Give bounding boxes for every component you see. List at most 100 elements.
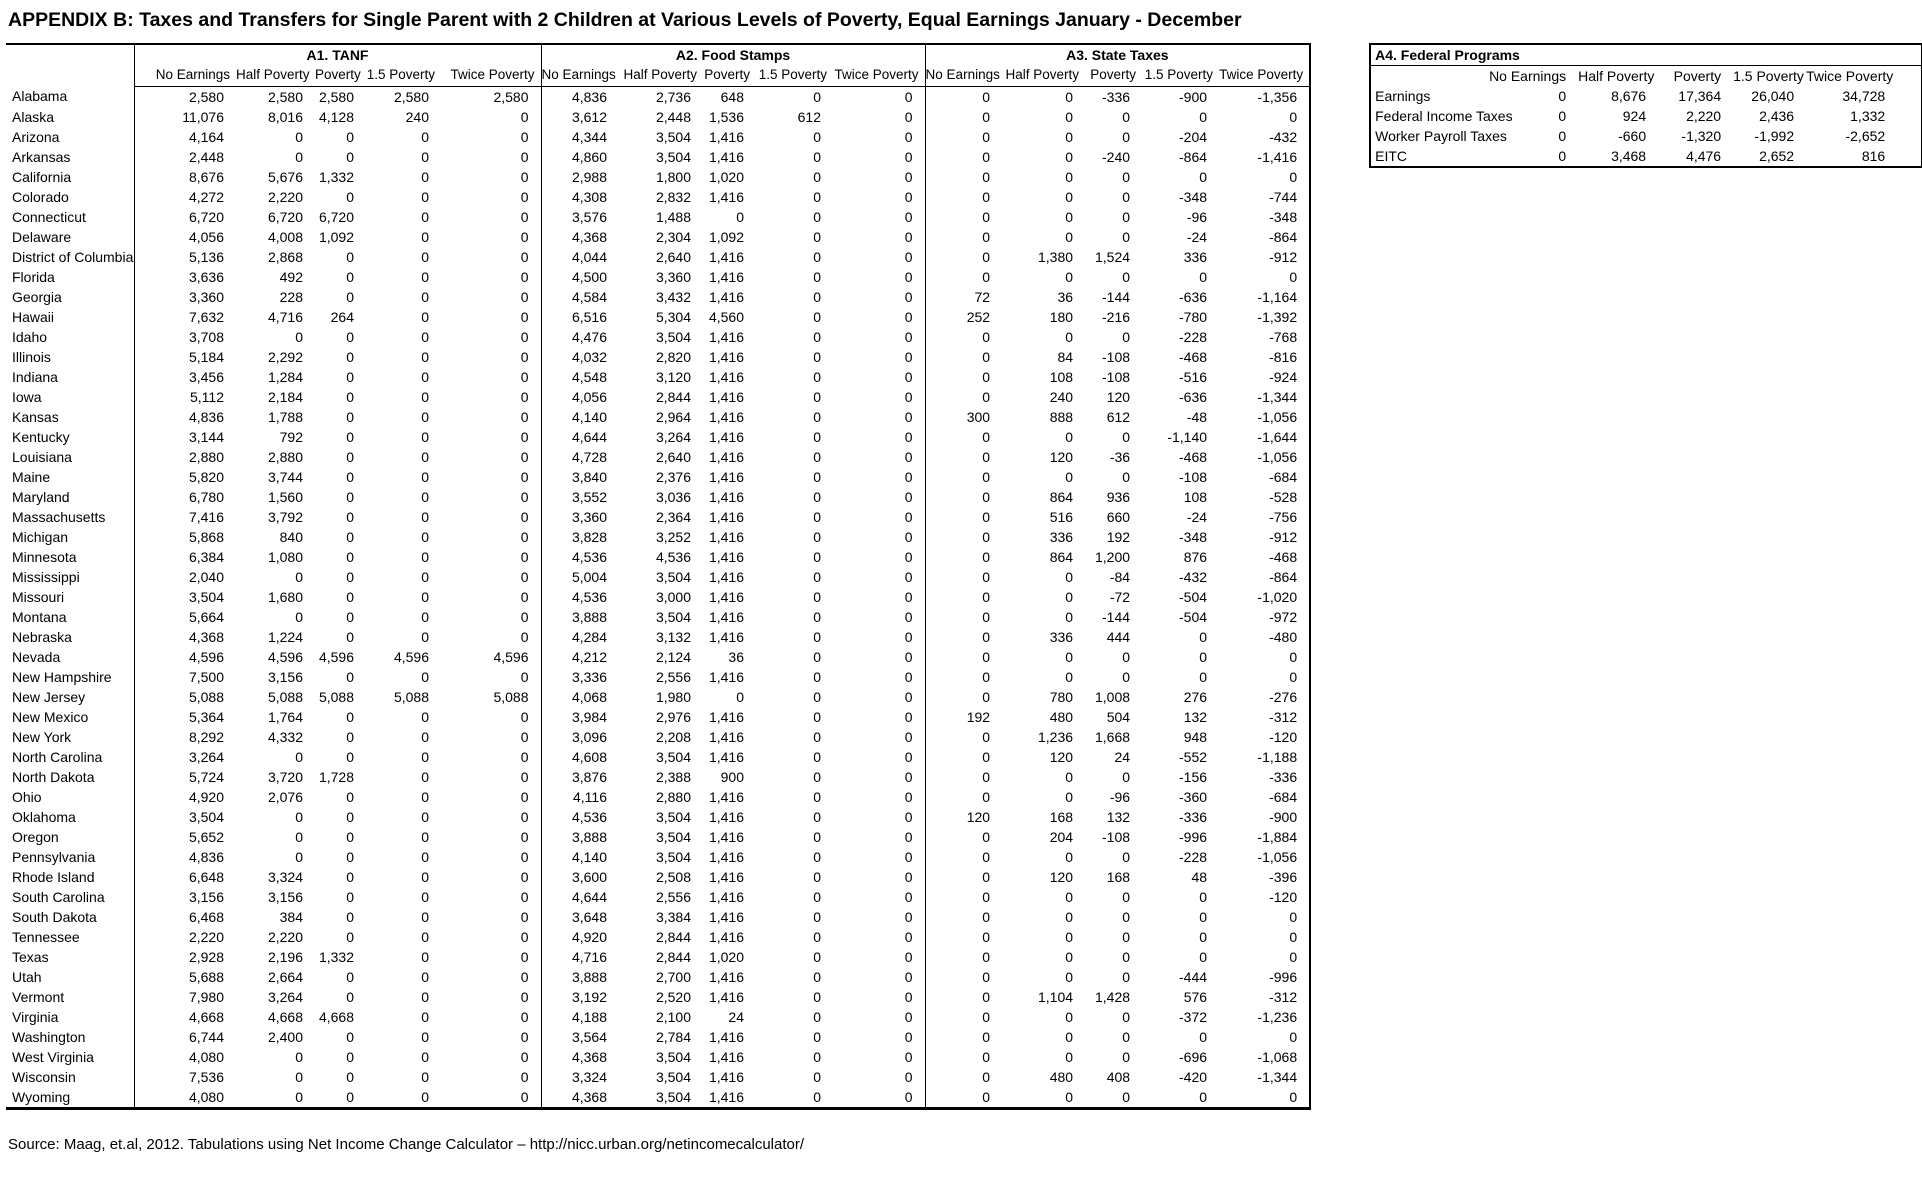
tables-area: A1. TANF A2. Food Stamps A3. State Taxes…: [6, 43, 1922, 1110]
table-row: Utah 5,688 2,664 0 0 0 3,888 2,700 1,416 0 0 0 0 0 -44…: [6, 966, 1310, 987]
value-cell: -216: [1102, 308, 1131, 325]
value-cell: -1,320: [1681, 128, 1722, 144]
value-cell: 0: [441, 606, 542, 627]
value-cell: 0: [346, 708, 354, 725]
value-cell: 1,008: [1095, 688, 1131, 705]
value-cell: 2,880: [267, 448, 303, 465]
federal-program-label: Earnings: [1375, 88, 1431, 104]
state-name: Kansas: [6, 406, 135, 427]
value-cell: 0: [1122, 848, 1131, 865]
value-cell: 1,416: [708, 988, 744, 1005]
value-cell: 0: [1199, 668, 1208, 685]
value-cell: 1,284: [267, 368, 303, 385]
value-cell: 2,100: [655, 1008, 691, 1025]
value-cell: 1,416: [708, 728, 744, 745]
value-cell: 0: [833, 246, 926, 267]
value-cell: 0: [833, 1006, 926, 1027]
value-cell: -504: [1179, 608, 1208, 625]
value-cell: 0: [1289, 668, 1298, 685]
value-cell: 3,504: [655, 1048, 691, 1065]
value-cell: 0: [441, 146, 542, 167]
value-cell: 1,416: [708, 388, 744, 405]
value-cell: 2,784: [655, 1028, 691, 1045]
value-cell: 780: [1049, 688, 1074, 705]
value-cell: 0: [982, 128, 991, 145]
value-cell: 0: [982, 1028, 991, 1045]
value-cell: 0: [1122, 668, 1131, 685]
value-cell: 4,368: [188, 628, 224, 645]
value-cell: 0: [346, 728, 354, 745]
value-cell: -468: [1269, 548, 1298, 565]
table-row: Washington 6,744 2,400 0 0 0 3,564 2,784 1,416 0 0…: [6, 1026, 1310, 1047]
value-cell: 0: [982, 668, 991, 685]
value-cell: 17,364: [1678, 88, 1722, 104]
value-cell: 0: [813, 128, 821, 145]
value-cell: 0: [441, 426, 542, 447]
value-cell: 6,720: [267, 208, 303, 225]
value-cell: -24: [1186, 508, 1208, 525]
value-cell: 0: [982, 228, 991, 245]
value-cell: 0: [982, 788, 991, 805]
value-cell: 3,324: [571, 1068, 607, 1085]
value-cell: 0: [346, 368, 354, 385]
table-row: Kansas 4,836 1,788 0 0 0 4,140 2,964 1,416 0 0 300 8…: [6, 406, 1310, 427]
federal-programs-title: A4. Federal Programs: [1370, 44, 1922, 66]
table-row: South Carolina 3,156 3,156 0 0 0 4,644 2,556 1,4…: [6, 886, 1310, 907]
value-cell: 0: [421, 288, 429, 305]
section-title-tanf: A1. TANF: [134, 44, 542, 65]
value-cell: 3,564: [571, 1028, 607, 1045]
value-cell: 0: [813, 588, 821, 605]
value-cell: 0: [833, 1046, 926, 1067]
federal-programs-title-row: A4. Federal Programs: [1370, 44, 1922, 66]
state-name: Connecticut: [6, 206, 135, 227]
value-cell: 0: [421, 1068, 429, 1085]
value-cell: 0: [421, 268, 429, 285]
value-cell: 0: [346, 908, 354, 925]
value-cell: 2,556: [655, 888, 691, 905]
value-cell: 0: [421, 348, 429, 365]
value-cell: 240: [1049, 388, 1074, 405]
value-cell: 1,416: [708, 448, 744, 465]
value-cell: 0: [1122, 108, 1131, 125]
value-cell: 0: [813, 768, 821, 785]
value-cell: 120: [1049, 868, 1074, 885]
federal-label-column-header: [1370, 66, 1488, 87]
value-cell: 2,880: [655, 788, 691, 805]
value-cell: -1,020: [1257, 588, 1298, 605]
value-cell: -1,992: [1754, 128, 1795, 144]
value-cell: 3,504: [655, 828, 691, 845]
value-cell: 2,304: [655, 228, 691, 245]
table-row: Delaware 4,056 4,008 1,092 0 0 4,368 2,304 1,092…: [6, 226, 1310, 247]
value-cell: 0: [813, 368, 821, 385]
value-cell: 0: [441, 706, 542, 727]
value-cell: 1,092: [318, 228, 354, 245]
value-cell: 0: [346, 848, 354, 865]
value-cell: 0: [346, 548, 354, 565]
value-cell: 4,536: [571, 588, 607, 605]
value-cell: -780: [1179, 308, 1208, 325]
value-cell: 0: [421, 1088, 429, 1105]
value-cell: 0: [813, 748, 821, 765]
value-cell: -36: [1109, 448, 1131, 465]
value-cell: 4,116: [573, 788, 607, 805]
value-cell: 0: [295, 848, 303, 865]
value-cell: 0: [1122, 188, 1131, 205]
value-cell: 7,980: [188, 988, 224, 1005]
value-cell: -1,344: [1257, 388, 1298, 405]
value-cell: 0: [833, 366, 926, 387]
value-cell: 1,224: [267, 628, 303, 645]
fed-col-header-1.5-poverty: 1.5 Poverty: [1733, 68, 1804, 84]
value-cell: 0: [982, 828, 991, 845]
value-cell: 0: [1199, 908, 1208, 925]
value-cell: -744: [1269, 188, 1298, 205]
value-cell: 0: [1558, 88, 1567, 104]
value-cell: 0: [1065, 88, 1074, 105]
value-cell: 4,716: [571, 948, 607, 965]
value-cell: 4,836: [188, 408, 224, 425]
value-cell: 5,004: [571, 568, 607, 585]
value-cell: 0: [982, 848, 991, 865]
value-cell: 1,416: [708, 128, 744, 145]
value-cell: 0: [833, 346, 926, 367]
value-cell: 0: [982, 748, 991, 765]
state-name: Washington: [6, 1026, 135, 1047]
